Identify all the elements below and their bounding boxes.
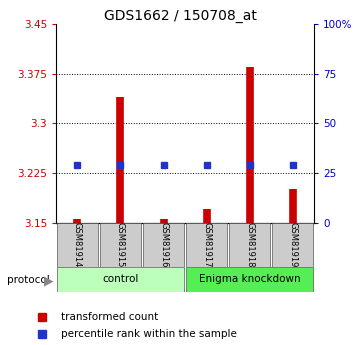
- Bar: [100, 223, 141, 267]
- Text: GSM81916: GSM81916: [159, 222, 168, 268]
- Bar: [57, 223, 98, 267]
- Text: GSM81919: GSM81919: [288, 222, 297, 268]
- Bar: [57, 267, 184, 292]
- Text: GSM81917: GSM81917: [202, 222, 211, 268]
- Text: percentile rank within the sample: percentile rank within the sample: [61, 329, 236, 339]
- Text: GSM81914: GSM81914: [73, 222, 82, 268]
- Text: Enigma knockdown: Enigma knockdown: [199, 275, 300, 284]
- Bar: [272, 223, 313, 267]
- Bar: [186, 223, 227, 267]
- Text: ▶: ▶: [44, 274, 53, 287]
- Text: protocol: protocol: [7, 276, 50, 285]
- Text: transformed count: transformed count: [61, 312, 158, 322]
- Bar: [186, 267, 313, 292]
- Text: GSM81915: GSM81915: [116, 222, 125, 268]
- Text: control: control: [102, 275, 139, 284]
- Bar: [229, 223, 270, 267]
- Text: GDS1662 / 150708_at: GDS1662 / 150708_at: [104, 9, 257, 23]
- Text: GSM81918: GSM81918: [245, 222, 254, 268]
- Bar: [143, 223, 184, 267]
